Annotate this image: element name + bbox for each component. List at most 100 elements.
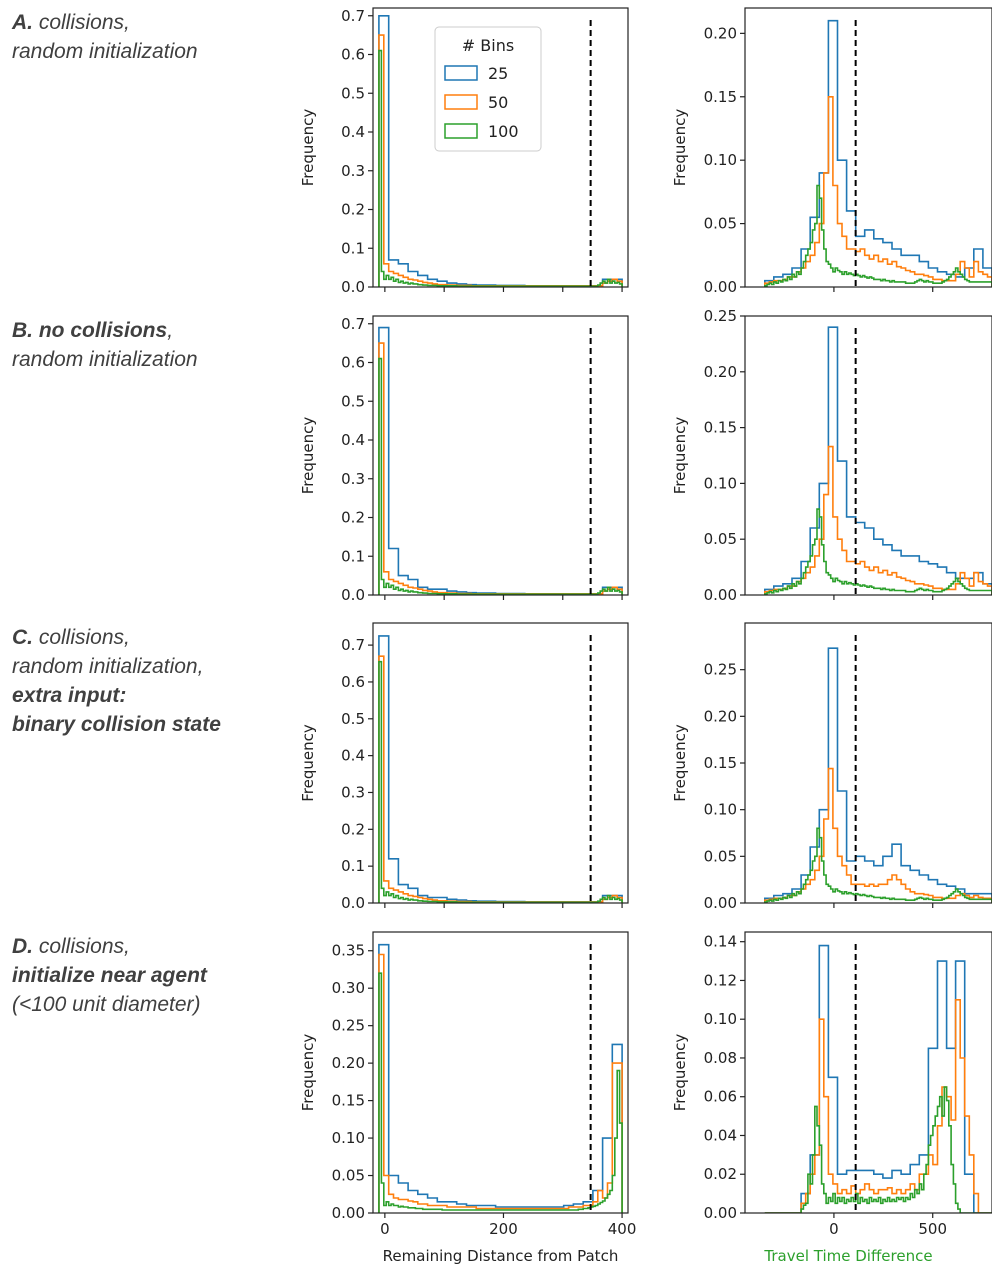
series-100-bins-step [764, 827, 992, 903]
series-25-bins-step [764, 326, 992, 595]
y-tick-label: 0.4 [341, 123, 365, 141]
x-axis-label: Remaining Distance from Patch [383, 1247, 619, 1265]
axes-frame [372, 7, 629, 288]
series-50-bins-step [378, 655, 623, 903]
row-label-line: B. no collisions, [12, 316, 198, 345]
y-tick-label: 0.3 [341, 470, 365, 488]
row-label-segment: collisions, [33, 626, 130, 649]
y-tick-label: 0.25 [704, 307, 737, 325]
y-tick-label: 0.5 [341, 84, 365, 102]
y-tick-label: 0.10 [704, 801, 737, 819]
row-label-segment: initialize near agent [12, 964, 207, 987]
row-label-b: B. no collisions, random initialization [12, 316, 198, 374]
x-tick-label: 400 [608, 1220, 637, 1238]
y-tick-label: 0.00 [704, 894, 737, 912]
series-50-bins-step [764, 767, 992, 903]
axes-frame [372, 622, 629, 904]
row-label-segment: random initialization [12, 40, 198, 63]
y-tick-label: 0.10 [332, 1129, 365, 1147]
y-tick-label: 0.15 [704, 88, 737, 106]
series-50-bins-step [764, 96, 992, 287]
row-label-segment: C. [12, 626, 33, 649]
legend-label-50: 50 [488, 93, 508, 112]
y-tick-label: 0.00 [704, 586, 737, 604]
series-25-bins-step [764, 944, 992, 1213]
y-tick-label: 0.00 [704, 278, 737, 296]
y-axis-label: Frequency [299, 417, 317, 495]
series-50-bins-step [764, 999, 992, 1213]
y-tick-label: 0.00 [332, 1204, 365, 1222]
y-tick-label: 0.04 [704, 1126, 737, 1144]
y-tick-label: 0.3 [341, 162, 365, 180]
x-tick-label: 200 [489, 1220, 518, 1238]
row-label-line: random initialization [12, 37, 198, 66]
series-50-bins-step [378, 953, 623, 1213]
x-axis-label: Travel Time Difference [763, 1247, 932, 1265]
y-tick-label: 0.25 [704, 661, 737, 679]
row-label-segment: binary collision state [12, 713, 221, 736]
series-100-bins-step [764, 508, 992, 595]
y-tick-label: 0.6 [341, 354, 365, 372]
y-axis-label: Frequency [671, 724, 689, 802]
y-tick-label: 0.02 [704, 1165, 737, 1183]
y-tick-label: 0.05 [332, 1167, 365, 1185]
y-tick-label: 0.5 [341, 392, 365, 410]
row-label-segment: A. [12, 11, 33, 34]
y-tick-label: 0.10 [704, 1010, 737, 1028]
axes-frame [372, 315, 629, 596]
row-label-line: D. collisions, [12, 932, 207, 961]
y-tick-label: 0.6 [341, 46, 365, 64]
row-label-a: A. collisions, random initialization [12, 8, 198, 66]
row-label-c: C. collisions, random initialization, extr… [12, 623, 221, 739]
y-tick-label: 0.30 [332, 979, 365, 997]
row-label-segment: collisions, [33, 11, 130, 34]
y-axis-label: Frequency [299, 724, 317, 802]
y-tick-label: 0.08 [704, 1049, 737, 1067]
y-axis-label: Frequency [299, 109, 317, 187]
row-label-line: (<100 unit diameter) [12, 990, 207, 1019]
row-label-segment: no collisions [33, 319, 168, 342]
y-tick-label: 0.0 [341, 278, 365, 296]
y-tick-label: 0.0 [341, 586, 365, 604]
series-100-bins-step [764, 1086, 992, 1213]
row-label-segment: random initialization [12, 348, 198, 371]
y-tick-label: 0.1 [341, 239, 365, 257]
row-label-line: extra input: [12, 681, 221, 710]
row-label-segment: extra input: [12, 684, 127, 707]
y-tick-label: 0.4 [341, 431, 365, 449]
row-label-segment: collisions, [33, 935, 130, 958]
y-tick-label: 0.00 [704, 1204, 737, 1222]
x-tick-label: 500 [918, 1220, 947, 1238]
series-100-bins-step [378, 660, 623, 903]
y-tick-label: 0.20 [704, 707, 737, 725]
legend-swatch-25 [444, 65, 478, 81]
y-tick-label: 0.2 [341, 509, 365, 527]
y-tick-label: 0.2 [341, 201, 365, 219]
y-tick-label: 0.12 [704, 971, 737, 989]
y-tick-label: 0.7 [341, 315, 365, 333]
y-axis-label: Frequency [299, 1034, 317, 1112]
y-axis-label: Frequency [671, 109, 689, 187]
y-tick-label: 0.14 [704, 933, 737, 951]
legend-swatch-100 [444, 123, 478, 139]
legend-label-25: 25 [488, 64, 508, 83]
row-label-line: initialize near agent [12, 961, 207, 990]
series-100-bins-step [764, 184, 992, 287]
y-tick-label: 0.20 [704, 363, 737, 381]
row-label-segment: B. [12, 319, 33, 342]
row-label-segment: D. [12, 935, 33, 958]
row-label-segment: random initialization, [12, 655, 204, 678]
legend-box [434, 26, 542, 152]
x-tick-label: 0 [829, 1220, 839, 1238]
series-25-bins-step [764, 647, 992, 903]
y-tick-label: 0.10 [704, 151, 737, 169]
series-50-bins-step [764, 445, 992, 595]
axes-frame [744, 7, 992, 288]
row-label-line: A. collisions, [12, 8, 198, 37]
y-tick-label: 0.1 [341, 857, 365, 875]
legend-title: # Bins [462, 36, 514, 55]
axes-frame [744, 931, 992, 1214]
y-tick-label: 0.06 [704, 1088, 737, 1106]
series-100-bins-step [378, 357, 623, 595]
y-tick-label: 0.7 [341, 7, 365, 25]
